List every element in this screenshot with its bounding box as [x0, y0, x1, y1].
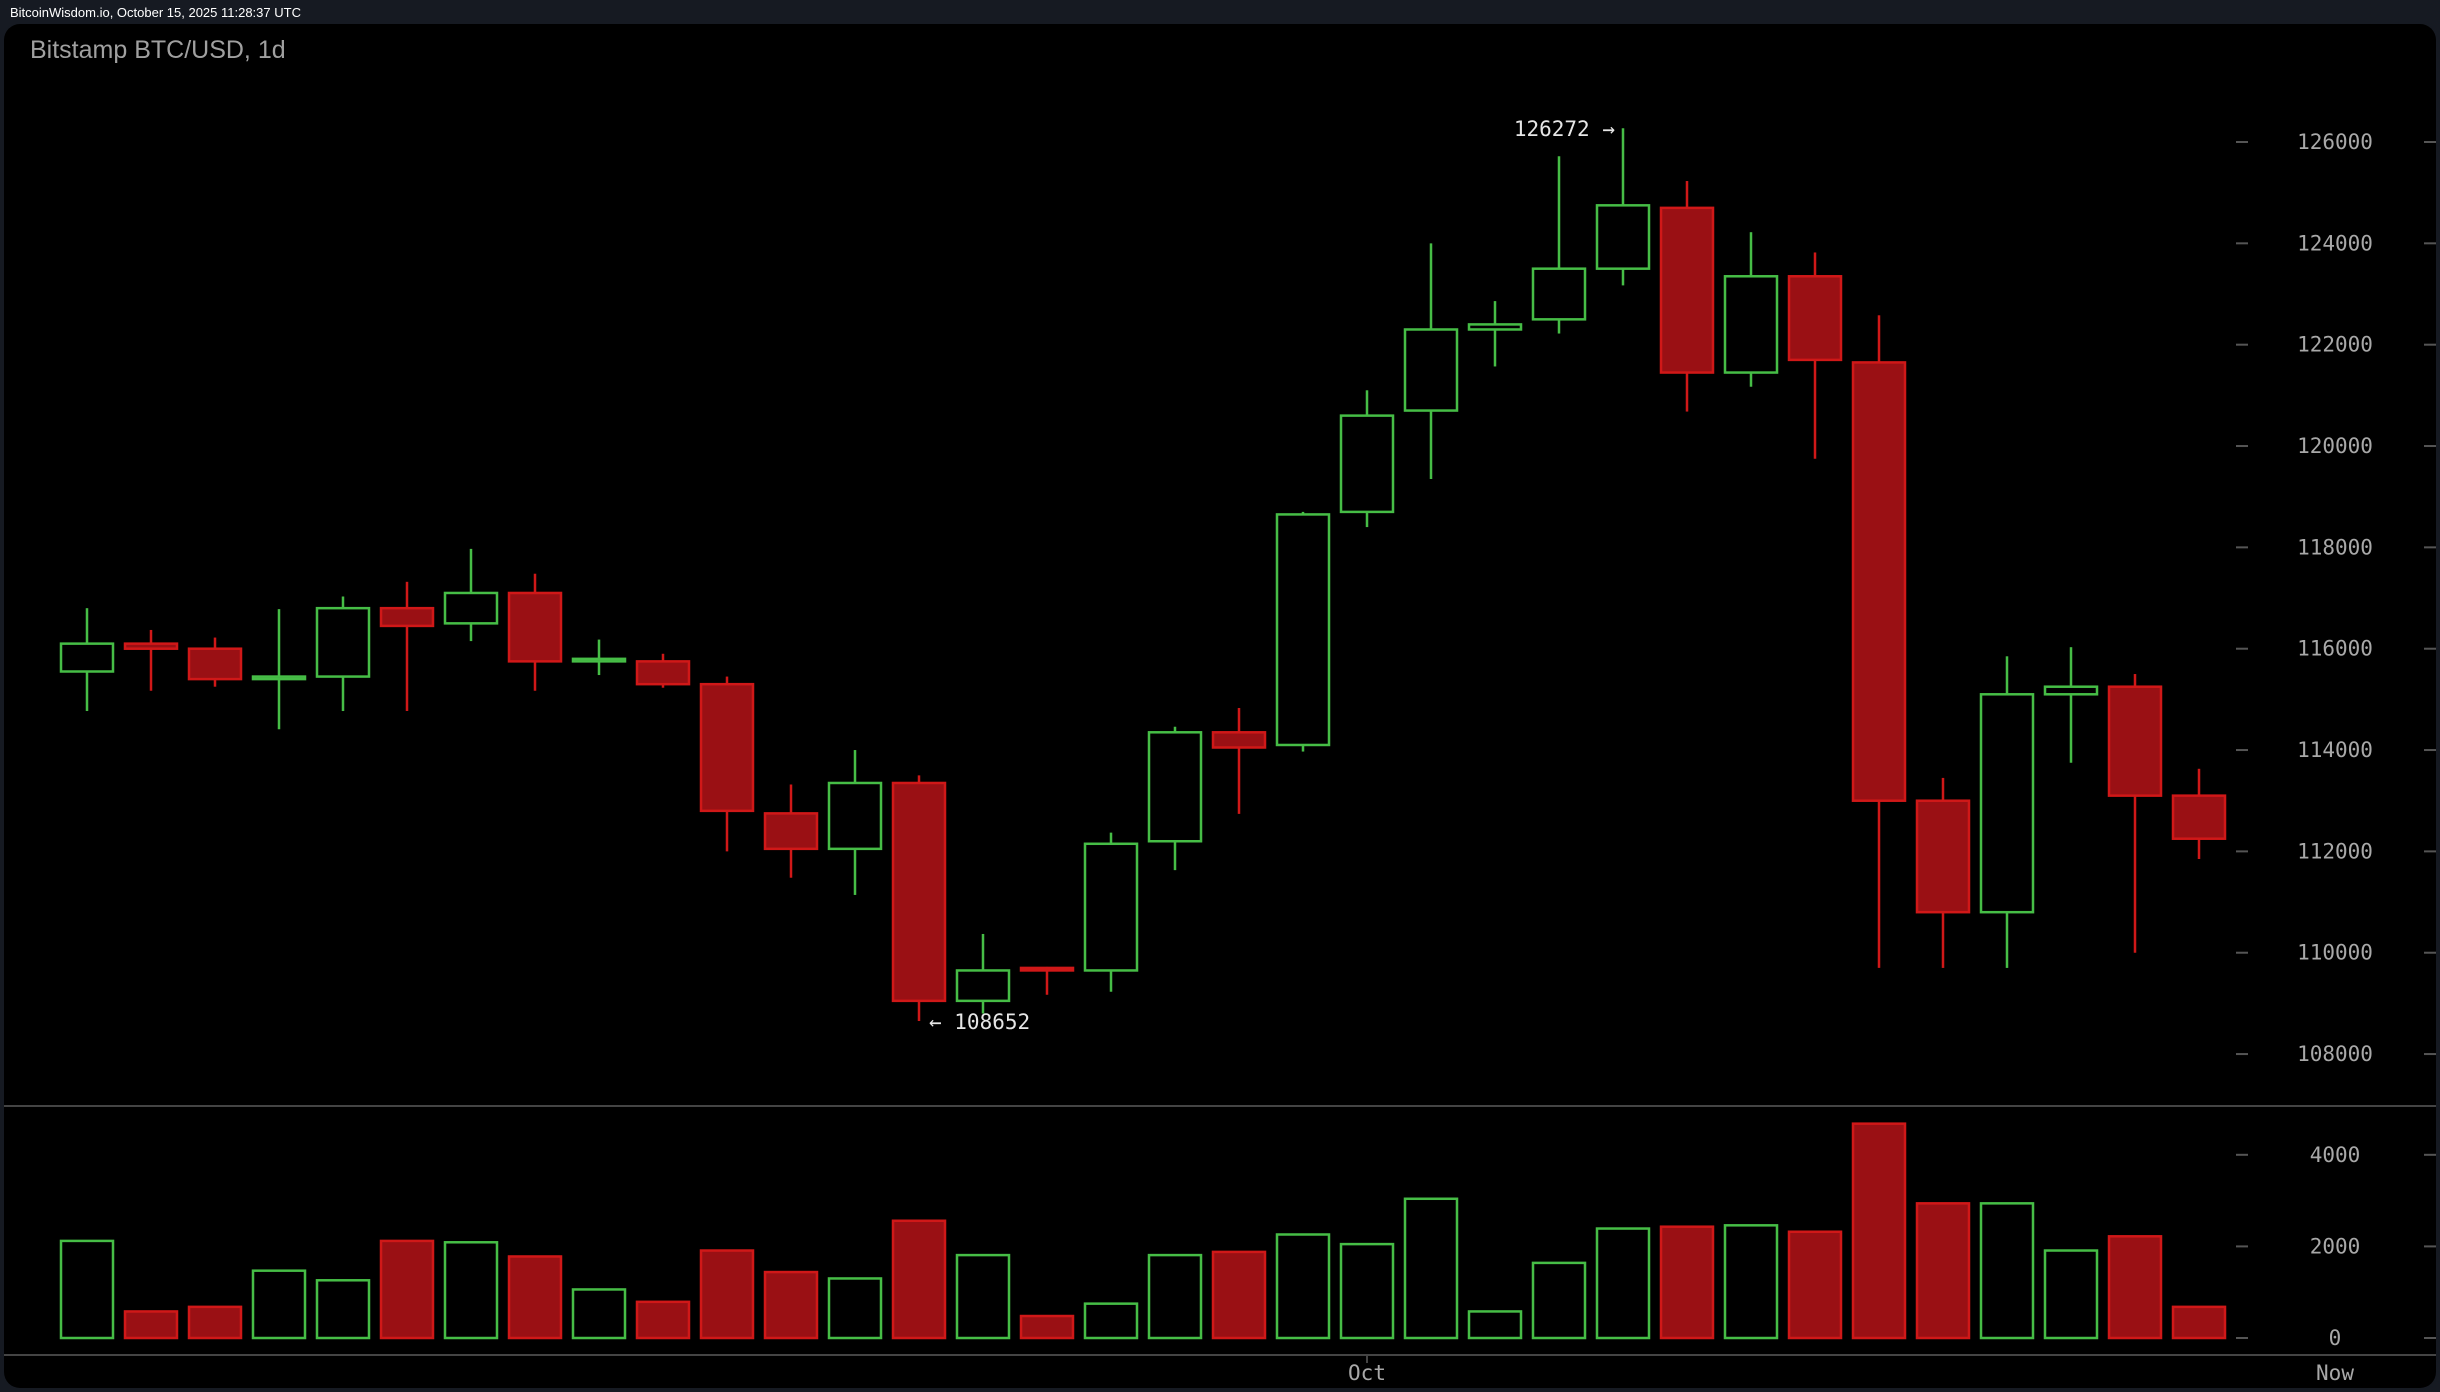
- candle: [1915, 777, 1971, 968]
- candle: [315, 596, 371, 712]
- price-axis: 108000 110000 112000 114000 116000 118000 1200…: [2236, 130, 2436, 1066]
- volume-bar: [1211, 1250, 1267, 1340]
- volume-bar: [2171, 1305, 2227, 1340]
- volume-bar: [1851, 1122, 1907, 1340]
- candle: [1467, 301, 1523, 367]
- candle: [571, 639, 627, 676]
- volume-bar: [1787, 1230, 1843, 1340]
- candle: [635, 653, 691, 688]
- price-tick-label: 118000: [2297, 535, 2373, 559]
- candle: [379, 581, 435, 712]
- candle: [59, 608, 115, 712]
- volume-bar: [315, 1279, 371, 1340]
- candle: [1531, 156, 1587, 334]
- volume-bar: [507, 1255, 563, 1340]
- volume-bar: [1915, 1202, 1971, 1340]
- volume-axis: 0 2000 4000: [2236, 1143, 2436, 1350]
- price-tick-label: 108000: [2297, 1042, 2373, 1066]
- volume-bar: [1403, 1197, 1459, 1340]
- volume-bar: [763, 1270, 819, 1340]
- candle: [955, 933, 1011, 1014]
- candle: [1211, 707, 1267, 814]
- volume-bar: [1659, 1225, 1715, 1340]
- candle: [1275, 511, 1331, 752]
- volume-bar: [1531, 1261, 1587, 1340]
- volume-bar: [251, 1269, 307, 1340]
- price-tick-label: 110000: [2297, 941, 2373, 965]
- volume-bar: [1339, 1242, 1395, 1340]
- candle: [1019, 966, 1075, 995]
- candle: [187, 637, 243, 687]
- candle: [2107, 674, 2163, 953]
- volume-tick-label: 4000: [2310, 1143, 2361, 1167]
- volume-bars: [59, 1122, 2227, 1340]
- volume-bar: [1147, 1253, 1203, 1340]
- volume-bar: [1019, 1314, 1075, 1340]
- candle: [123, 629, 179, 691]
- candle: [699, 676, 755, 852]
- x-label-oct: Oct: [1348, 1361, 1386, 1385]
- price-tick-label: 122000: [2297, 333, 2373, 357]
- volume-bar: [59, 1239, 115, 1340]
- volume-bar: [955, 1253, 1011, 1340]
- volume-bar: [635, 1300, 691, 1340]
- price-candles: [59, 128, 2227, 1022]
- candle: [2043, 647, 2099, 763]
- volume-bar: [2043, 1249, 2099, 1340]
- volume-bar: [571, 1288, 627, 1340]
- volume-bar: [699, 1249, 755, 1340]
- candle: [1787, 252, 1843, 459]
- volume-tick-label: 2000: [2310, 1234, 2361, 1258]
- volume-bar: [2107, 1235, 2163, 1340]
- candle: [251, 609, 307, 730]
- volume-bar: [1275, 1233, 1331, 1340]
- chart-panel: Bitstamp BTC/USD, 1d 108000 110000 112000 1…: [4, 24, 2436, 1388]
- candle: [1851, 315, 1907, 968]
- candle: [827, 750, 883, 895]
- price-tick-label: 116000: [2297, 637, 2373, 661]
- volume-bar: [379, 1239, 435, 1340]
- high-annotation: 126272 →: [1514, 117, 1615, 141]
- candle: [1147, 726, 1203, 871]
- candle: [1403, 243, 1459, 479]
- volume-bar: [123, 1310, 179, 1340]
- candle: [1083, 832, 1139, 992]
- candle: [1979, 656, 2035, 968]
- volume-bar: [1467, 1310, 1523, 1340]
- candle: [507, 573, 563, 691]
- volume-bar: [1595, 1227, 1651, 1340]
- price-tick-label: 126000: [2297, 130, 2373, 154]
- volume-tick-label: 0: [2329, 1326, 2342, 1350]
- volume-bar: [827, 1277, 883, 1340]
- volume-bar: [443, 1241, 499, 1340]
- source-timestamp: BitcoinWisdom.io, October 15, 2025 11:28…: [10, 5, 301, 20]
- chart-title: Bitstamp BTC/USD, 1d: [30, 36, 286, 64]
- candle: [443, 548, 499, 642]
- candle: [1723, 232, 1779, 387]
- candle: [763, 784, 819, 878]
- price-tick-label: 124000: [2297, 231, 2373, 255]
- volume-bar: [1083, 1302, 1139, 1340]
- price-tick-label: 120000: [2297, 434, 2373, 458]
- candlestick-chart[interactable]: 108000 110000 112000 114000 116000 118000 1200…: [4, 24, 2436, 1388]
- candle: [1339, 390, 1395, 528]
- volume-bar: [187, 1305, 243, 1340]
- candle: [1595, 128, 1651, 286]
- price-tick-label: 112000: [2297, 839, 2373, 863]
- x-label-now: Now: [2316, 1361, 2354, 1385]
- candle: [2171, 768, 2227, 859]
- volume-bar: [1723, 1224, 1779, 1340]
- candle: [1659, 181, 1715, 412]
- volume-bar: [1979, 1202, 2035, 1340]
- low-annotation: ← 108652: [929, 1010, 1030, 1034]
- price-tick-label: 114000: [2297, 738, 2373, 762]
- volume-bar: [891, 1219, 947, 1340]
- candle: [891, 775, 947, 1022]
